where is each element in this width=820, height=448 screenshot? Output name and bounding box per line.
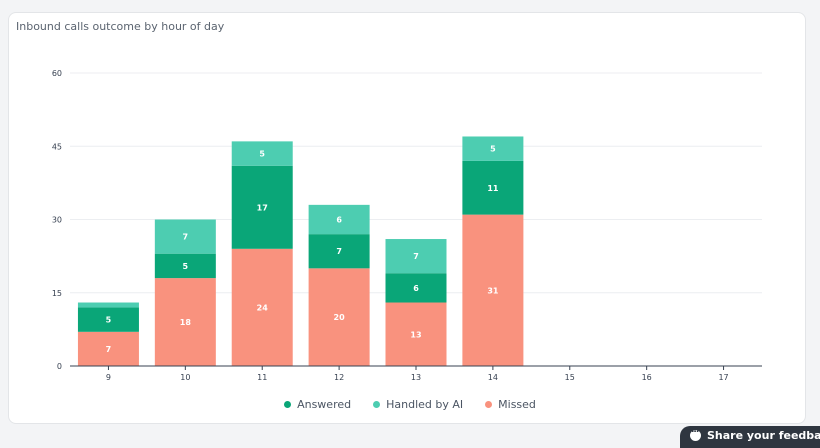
x-tick-label: 16 bbox=[642, 373, 652, 382]
data-label: 17 bbox=[257, 203, 268, 212]
bar-segment bbox=[462, 136, 524, 161]
feedback-label: Share your feedback bbox=[707, 429, 820, 442]
bar-segment bbox=[462, 214, 524, 366]
data-label: 6 bbox=[336, 216, 342, 225]
data-label: 18 bbox=[180, 318, 192, 327]
data-label: 5 bbox=[259, 150, 265, 159]
data-label: 5 bbox=[106, 316, 112, 325]
bar-segment bbox=[231, 165, 293, 249]
bar-segment bbox=[231, 248, 293, 366]
legend-item-missed[interactable]: Missed bbox=[485, 398, 536, 411]
bar-segment bbox=[385, 273, 447, 303]
data-label: 7 bbox=[106, 345, 112, 354]
chart-title: Inbound calls outcome by hour of day bbox=[16, 20, 225, 33]
data-label: 7 bbox=[336, 247, 342, 256]
data-label: 24 bbox=[257, 303, 269, 312]
bar-segment bbox=[154, 278, 216, 366]
data-label: 11 bbox=[487, 184, 499, 193]
data-label: 6 bbox=[413, 284, 419, 293]
bar-segment bbox=[308, 204, 370, 235]
y-tick-label: 15 bbox=[52, 289, 62, 298]
legend-item-answered[interactable]: Answered bbox=[284, 398, 351, 411]
x-tick-label: 9 bbox=[106, 373, 111, 382]
x-tick-label: 11 bbox=[257, 373, 267, 382]
bar-segment bbox=[77, 331, 139, 366]
bar-segment bbox=[462, 160, 524, 215]
y-tick-label: 60 bbox=[52, 69, 62, 78]
x-tick-label: 14 bbox=[488, 373, 498, 382]
data-label: 7 bbox=[183, 233, 189, 242]
stacked-bar-chart: 0153045607591857102417511207612136713311… bbox=[52, 69, 762, 382]
bar-segment bbox=[154, 253, 216, 279]
y-tick-label: 30 bbox=[52, 216, 62, 225]
bar-segment bbox=[154, 219, 216, 254]
y-tick-label: 0 bbox=[57, 362, 62, 371]
legend-label-handled-by-ai: Handled by AI bbox=[386, 398, 464, 411]
legend-label-missed: Missed bbox=[498, 398, 536, 411]
x-tick-label: 10 bbox=[180, 373, 190, 382]
data-label: 20 bbox=[334, 313, 346, 322]
legend-item-handled-by-ai[interactable]: Handled by AI bbox=[373, 398, 463, 411]
chart-legend: Answered Handled by AI Missed bbox=[0, 398, 820, 411]
bar-segment bbox=[385, 239, 447, 274]
y-tick-label: 45 bbox=[52, 142, 62, 151]
x-tick-label: 12 bbox=[334, 373, 344, 382]
bar-segment bbox=[308, 268, 370, 366]
bar-segment bbox=[308, 234, 370, 269]
bar-segment bbox=[385, 302, 447, 366]
legend-label-answered: Answered bbox=[297, 398, 352, 411]
x-tick-label: 13 bbox=[411, 373, 421, 382]
data-label: 31 bbox=[487, 286, 499, 295]
data-label: 5 bbox=[183, 262, 189, 271]
bar-segment bbox=[77, 307, 139, 332]
legend-swatch-answered bbox=[284, 401, 292, 408]
legend-swatch-handled-by-ai bbox=[373, 401, 381, 408]
bar-segment bbox=[77, 302, 139, 308]
data-label: 7 bbox=[413, 252, 419, 261]
legend-swatch-missed bbox=[485, 401, 493, 408]
x-tick-label: 17 bbox=[718, 373, 728, 382]
chat-bubble-icon bbox=[690, 426, 701, 441]
feedback-button[interactable]: Share your feedback bbox=[680, 426, 820, 448]
data-label: 5 bbox=[490, 145, 496, 154]
data-label: 13 bbox=[410, 330, 421, 339]
bar-segment bbox=[231, 141, 293, 166]
x-tick-label: 15 bbox=[565, 373, 575, 382]
